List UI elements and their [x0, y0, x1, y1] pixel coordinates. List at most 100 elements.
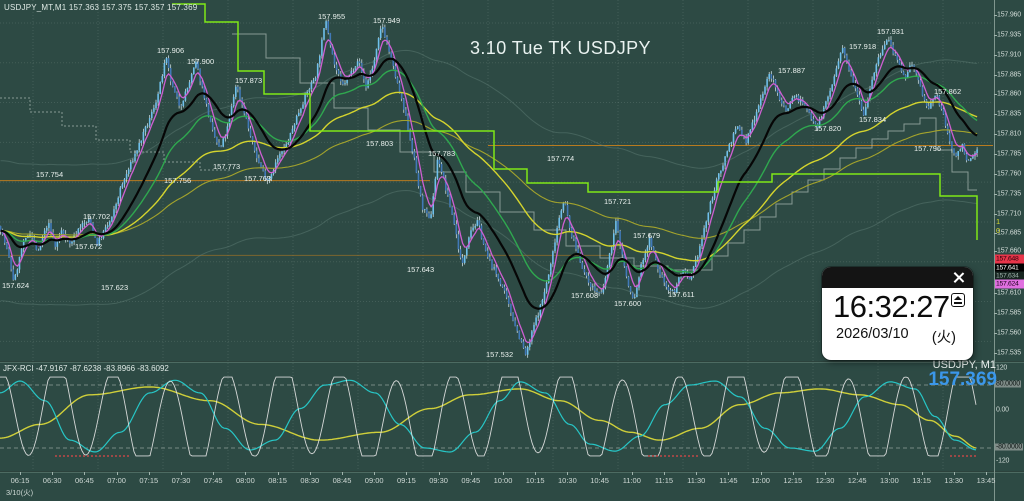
price-axis-tick: 157.660	[997, 247, 1021, 255]
price-annotation: 157.918	[849, 42, 877, 51]
axis-yellow-mark: 0	[996, 226, 1001, 235]
price-axis-tickmark	[994, 313, 997, 314]
time-axis-separator	[0, 471, 1024, 473]
clock-date: 2026/03/10	[836, 326, 909, 342]
time-axis-label: 09:15	[397, 476, 416, 485]
time-axis-tickmark	[792, 472, 794, 475]
subwindow-current-price: 157.369	[928, 369, 997, 390]
time-axis-tickmark	[406, 472, 408, 475]
price-annotation: 157.931	[877, 27, 905, 36]
time-axis-tickmark	[148, 472, 150, 475]
subwindow-symbol-label: USDJPY, M1	[932, 359, 996, 371]
indicator-header: JFX-RCI -47.9167 -87.6238 -83.8966 -83.6…	[3, 364, 169, 373]
time-axis-label: 08:00	[236, 476, 255, 485]
price-axis-tickmark	[994, 333, 997, 334]
grid	[0, 0, 993, 471]
price-axis-tickmark	[994, 134, 997, 135]
price-axis-tick: 157.585	[997, 309, 1021, 317]
time-axis-label: 07:30	[171, 476, 191, 485]
time-axis-tickmark	[438, 472, 440, 475]
time-axis-label: 11:30	[687, 476, 706, 485]
moving-average-line	[0, 69, 978, 282]
clock-widget-header[interactable]	[822, 267, 973, 288]
ohlc-readout: USDJPY_MT,M1 157.363 157.375 157.357 157…	[4, 3, 198, 12]
eject-bar	[953, 302, 962, 304]
time-axis-tickmark	[245, 472, 247, 475]
time-axis-tickmark	[728, 472, 730, 475]
time-axis-label: 07:45	[203, 476, 223, 485]
rci-medium-line	[0, 379, 977, 453]
price-axis-tick: 157.960	[997, 11, 1021, 19]
price-axis-tickmark	[994, 353, 997, 354]
axis-yellow-mark: 1	[996, 217, 1001, 226]
price-annotation: 157.955	[318, 12, 346, 21]
price-annotation: 157.702	[83, 212, 111, 221]
indicator-axis-tick: -80.0000	[995, 443, 1024, 451]
time-axis-tickmark	[84, 472, 86, 475]
price-axis-tick: 157.560	[997, 329, 1021, 337]
price-annotation: 157.862	[934, 87, 962, 96]
time-axis-label: 13:00	[880, 476, 899, 485]
time-axis-tickmark	[277, 472, 279, 475]
time-axis-label: 09:30	[429, 476, 448, 485]
time-axis-label: 07:00	[107, 476, 126, 485]
price-axis-tickmark	[994, 55, 997, 56]
time-axis-tickmark	[535, 472, 537, 475]
close-icon[interactable]	[951, 270, 966, 285]
price-annotation: 157.756	[164, 176, 192, 185]
price-axis-tickmark	[994, 194, 997, 195]
trend-step-line	[172, 3, 978, 240]
channel-step-line	[0, 97, 232, 171]
price-badge: 157.641	[995, 263, 1024, 273]
time-axis-tickmark	[953, 472, 955, 475]
price-annotation: 157.624	[2, 281, 30, 290]
price-badge: 157.648	[995, 254, 1024, 264]
time-axis-tickmark	[52, 472, 54, 475]
time-axis-tickmark	[309, 472, 311, 475]
time-axis-tickmark	[696, 472, 698, 475]
time-axis-label: 09:45	[461, 476, 481, 485]
time-axis-label: 11:15	[654, 476, 674, 485]
price-annotation: 157.623	[101, 283, 129, 292]
indicator-axis-tick: 80.0000	[995, 380, 1021, 388]
price-axis-tickmark	[994, 154, 997, 155]
price-axis-tick: 157.735	[997, 190, 1021, 198]
price-annotation: 157.949	[373, 16, 401, 25]
time-axis-tickmark	[20, 472, 21, 475]
indicator-axis-tick: -120	[996, 457, 1010, 465]
price-annotation: 157.611	[668, 290, 695, 299]
price-axis-tick: 157.835	[997, 110, 1021, 118]
price-axis-tickmark	[994, 35, 997, 36]
indicator-plot	[0, 376, 993, 457]
time-axis-label: 06:45	[75, 476, 94, 485]
price-annotation: 157.900	[187, 57, 215, 66]
panel-separator[interactable]	[0, 361, 1024, 363]
time-axis-tickmark	[599, 472, 601, 475]
clock-widget[interactable]: 16:32:27 2026/03/10 (火)	[822, 267, 973, 360]
eject-triangle	[953, 296, 962, 300]
price-badge: 157.624	[995, 279, 1024, 289]
price-axis-tickmark	[994, 15, 997, 16]
time-axis-tickmark	[470, 472, 472, 475]
price-annotation: 157.532	[486, 350, 514, 359]
price-axis-tick: 157.760	[997, 170, 1021, 178]
price-badge: 157.634	[995, 271, 1024, 281]
time-axis-label: 10:00	[493, 476, 513, 485]
time-axis-tickmark	[986, 472, 987, 475]
price-axis-tick: 157.710	[997, 210, 1021, 218]
price-annotation: 157.774	[547, 154, 575, 163]
price-axis-tick: 157.935	[997, 31, 1021, 39]
price-axis-tick: 157.785	[997, 150, 1021, 158]
price-axis-tickmark	[994, 233, 997, 234]
moving-average-line	[0, 57, 978, 310]
time-axis-tickmark	[567, 472, 569, 475]
time-axis-label: 10:45	[590, 476, 609, 485]
time-axis-label: 12:45	[847, 476, 867, 485]
price-axis-tickmark	[994, 94, 997, 95]
price-axis-tick: 157.860	[997, 90, 1021, 98]
time-axis-label: 13:30	[944, 476, 964, 485]
price-annotation: 157.783	[428, 149, 456, 158]
eject-icon[interactable]	[950, 293, 965, 307]
time-axis-tickmark	[857, 472, 859, 475]
clock-time: 16:32:27	[833, 289, 950, 324]
